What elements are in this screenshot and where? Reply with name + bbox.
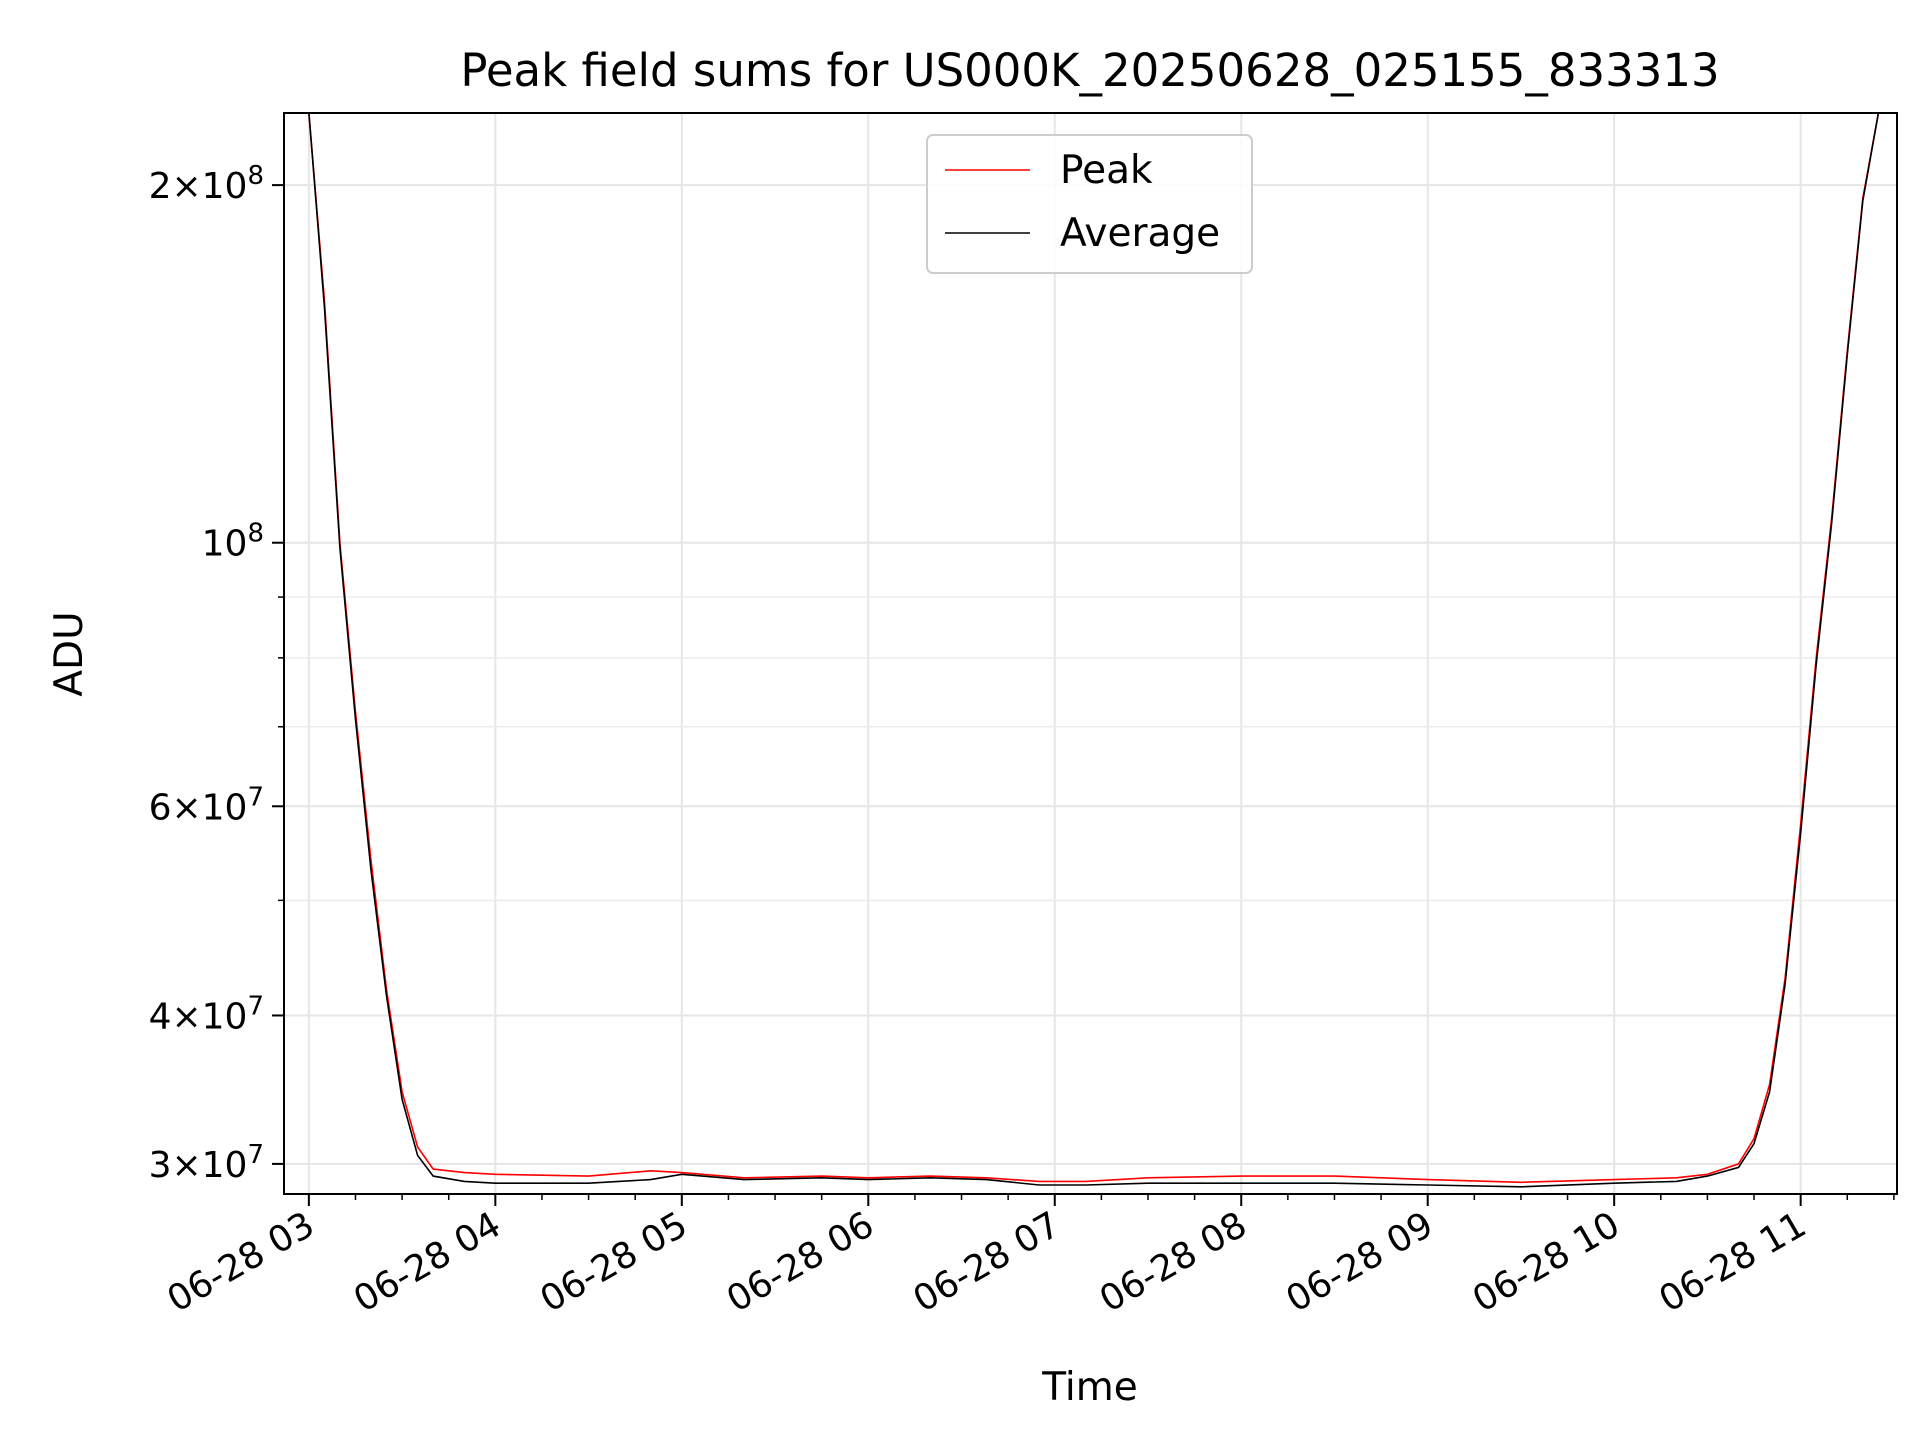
y-tick-label: 2×108 bbox=[149, 161, 264, 207]
y-tick-label: 6×107 bbox=[149, 782, 264, 828]
chart-title: Peak field sums for US000K_20250628_0251… bbox=[460, 44, 1719, 97]
x-axis-label: Time bbox=[1041, 1365, 1137, 1410]
y-tick-label: 4×107 bbox=[149, 991, 264, 1037]
plot-area bbox=[284, 113, 1897, 1188]
y-tick-label: 3×107 bbox=[149, 1140, 264, 1186]
series-line-average bbox=[284, 113, 1897, 1188]
legend-label-peak: Peak bbox=[1060, 148, 1153, 193]
legend-label-average: Average bbox=[1060, 211, 1220, 256]
legend: Peak Average bbox=[926, 134, 1253, 274]
y-axis-label: ADU bbox=[47, 611, 92, 696]
axes-frame bbox=[283, 112, 1898, 1195]
